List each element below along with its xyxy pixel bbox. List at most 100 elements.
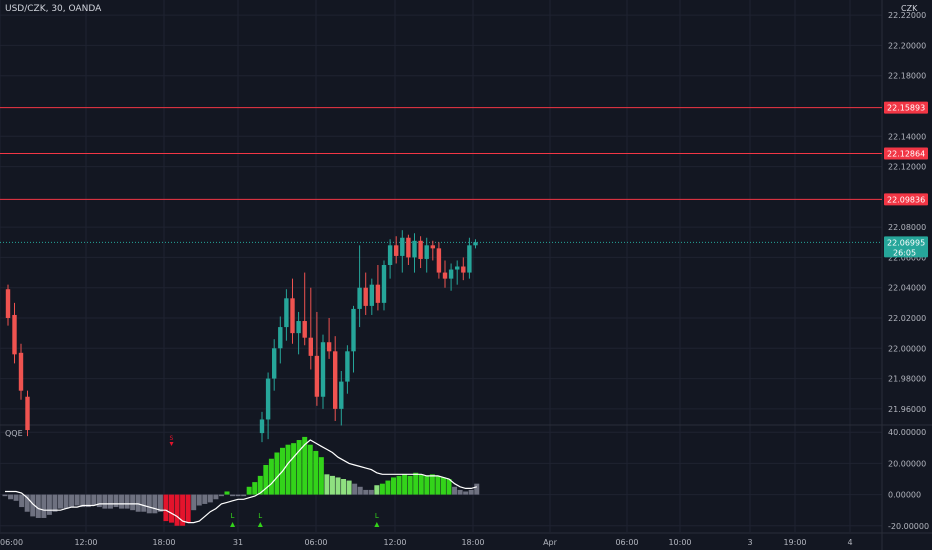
qqe-indicator-label: QQE (5, 429, 23, 438)
qqe-bar (346, 480, 352, 495)
qqe-bar (418, 474, 424, 495)
qqe-bar (202, 494, 208, 504)
candle-body (381, 265, 387, 303)
price-tick-label: 22.12000 (888, 163, 926, 172)
qqe-tick-label: -20.00000 (888, 522, 929, 531)
qqe-signal-label: L (258, 512, 262, 520)
candle-body (418, 240, 423, 259)
time-tick-label: 4 (847, 538, 852, 547)
qqe-tick-label: 40.00000 (888, 428, 926, 437)
qqe-bar (307, 444, 313, 495)
qqe-bar (235, 494, 241, 497)
qqe-bar (313, 450, 319, 495)
qqe-bar (74, 494, 80, 506)
qqe-bar (252, 482, 258, 495)
price-tick-label: 22.06000 (888, 253, 926, 262)
candle-body (430, 245, 435, 249)
price-tick-label: 22.00000 (888, 344, 926, 353)
candle-body (18, 352, 24, 391)
qqe-bar (324, 474, 330, 495)
qqe-bar (363, 489, 369, 495)
candle-body (25, 396, 30, 431)
level-price-tag (884, 101, 928, 114)
qqe-tick-label: 20.00000 (888, 459, 926, 468)
qqe-sell-marker (169, 442, 174, 446)
candle-body (272, 348, 277, 379)
qqe-bar (268, 458, 274, 495)
level-price-tag (884, 147, 928, 160)
candle-body (357, 287, 362, 309)
qqe-bar (41, 494, 47, 518)
candle-body (265, 378, 271, 420)
qqe-bar (96, 494, 102, 508)
qqe-bar (468, 489, 474, 495)
qqe-bar (396, 475, 402, 495)
qqe-bar (63, 494, 69, 509)
candle-body (12, 314, 17, 355)
qqe-bar (124, 494, 130, 509)
candle-body (345, 351, 350, 382)
candle-body (400, 237, 405, 256)
price-tick-label: 22.04000 (888, 284, 926, 293)
qqe-bar (318, 457, 324, 495)
qqe-bar (13, 494, 19, 501)
qqe-bar (285, 444, 291, 495)
candle-body (314, 355, 320, 397)
qqe-bar (180, 494, 186, 526)
current-price-tag (884, 236, 928, 258)
candle-body (308, 337, 313, 356)
qqe-bar (230, 494, 236, 497)
qqe-bar (185, 494, 191, 523)
qqe-bar (457, 489, 463, 495)
qqe-bar (80, 494, 86, 508)
candle-body (333, 351, 338, 409)
qqe-bar (379, 483, 385, 495)
qqe-bar (19, 494, 25, 508)
qqe-bar (91, 494, 97, 506)
qqe-bar (263, 464, 269, 495)
qqe-bar (2, 494, 8, 497)
qqe-buy-marker (230, 522, 236, 527)
qqe-bar (213, 494, 219, 500)
price-tick-label: 22.08000 (888, 223, 926, 232)
candle-body (320, 342, 326, 397)
qqe-bar (446, 479, 452, 495)
qqe-bar (291, 443, 297, 495)
qqe-bar (296, 440, 302, 495)
time-tick-label: 18:00 (152, 538, 175, 547)
qqe-bar (357, 486, 363, 495)
candle-body (339, 381, 344, 409)
qqe-bar (8, 494, 14, 500)
price-tick-label: 22.22000 (888, 11, 926, 20)
candle-body (5, 289, 11, 318)
candle-body (387, 245, 393, 265)
qqe-bar (152, 494, 158, 514)
candle-body (442, 272, 448, 279)
level-price-tag (884, 193, 928, 206)
price-tick-label: 21.96000 (888, 405, 926, 414)
qqe-bar (52, 494, 58, 512)
time-tick-label: 06:00 (615, 538, 638, 547)
qqe-bar (113, 494, 119, 508)
qqe-bar (157, 494, 163, 512)
level-price-label: 22.15893 (887, 104, 925, 113)
time-tick-label: 3 (747, 538, 752, 547)
time-tick-label: 19:00 (783, 538, 806, 547)
qqe-bar (141, 494, 147, 512)
qqe-bar (69, 494, 75, 508)
qqe-bar (435, 475, 441, 495)
qqe-bar (130, 494, 136, 511)
qqe-bar (163, 494, 169, 522)
candle-body (259, 419, 265, 434)
candle-body (473, 242, 478, 246)
qqe-bar (102, 494, 108, 509)
time-tick-label: 12:00 (383, 538, 406, 547)
qqe-bar (374, 485, 380, 495)
qqe-bar (191, 494, 197, 511)
candle-body (363, 287, 368, 306)
qqe-signal-label: L (375, 512, 379, 520)
qqe-bar (169, 494, 174, 523)
qqe-bar (119, 494, 125, 509)
candle-body (302, 321, 307, 338)
